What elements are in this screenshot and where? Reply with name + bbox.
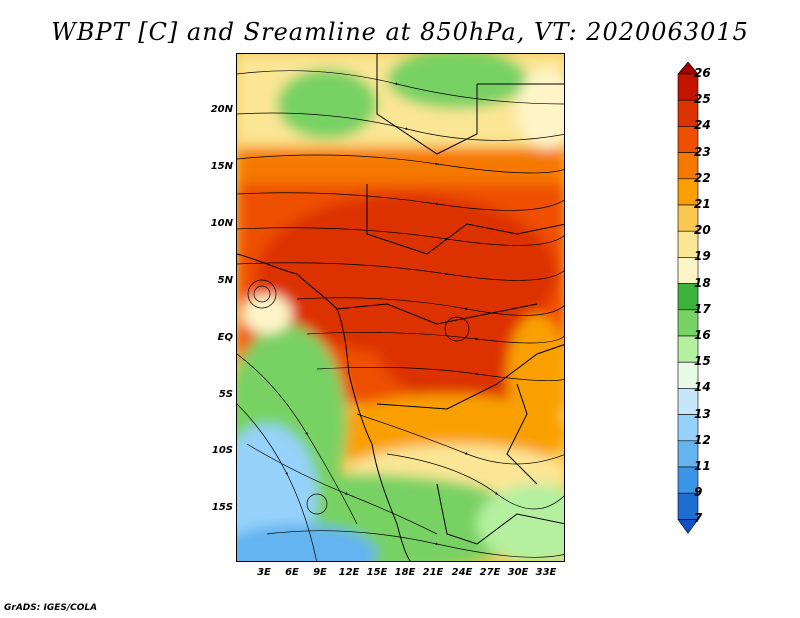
colorbar-tick-label: 23	[694, 144, 711, 159]
colorbar-tick-label: 13	[694, 406, 711, 421]
colorbar-tick-label: 14	[694, 380, 711, 395]
wbpt-field	[237, 54, 564, 561]
colorbar-tick-label: 22	[694, 170, 711, 185]
colorbar-tick-label: 7	[694, 511, 703, 526]
colorbar-tick-label: 24	[694, 118, 711, 133]
lon-tick-label: 33E	[535, 567, 557, 578]
colorbar-tick-label: 26	[694, 66, 711, 80]
colorbar-bottom-arrow	[677, 519, 699, 534]
colorbar-tick-label: 20	[694, 223, 711, 238]
lon-tick-label: 27E	[479, 567, 501, 578]
lat-tick-label: 5N	[217, 275, 233, 286]
lon-tick-label: 21E	[422, 567, 444, 578]
lat-tick-label: 15N	[210, 161, 233, 172]
map-title: WBPT [C] and Sreamline at 850hPa, VT: 20…	[51, 18, 749, 46]
colorbar-tick-label: 18	[694, 275, 711, 290]
lon-tick-label: 30E	[507, 567, 529, 578]
lon-tick-label: 15E	[366, 567, 388, 578]
lat-tick-label: 10S	[211, 445, 233, 456]
lon-tick-label: 6E	[285, 567, 299, 578]
lon-tick-label: 24E	[451, 567, 473, 578]
colorbar-tick-label: 21	[694, 197, 711, 211]
colorbar-tick-label: 11	[694, 459, 711, 473]
footer-credit: GrADS: IGES/COLA	[4, 603, 98, 613]
colorbar	[677, 62, 699, 534]
lon-tick-label: 3E	[257, 567, 271, 578]
lat-tick-label: 5S	[218, 389, 233, 400]
lat-tick-label: EQ	[217, 332, 233, 343]
colorbar-tick-label: 9	[694, 485, 703, 500]
lon-tick-label: 12E	[338, 567, 360, 578]
colorbar-tick-label: 15	[694, 354, 711, 369]
lat-tick-label: 10N	[210, 218, 233, 229]
map-panel	[236, 53, 565, 562]
lat-tick-label: 20N	[210, 104, 233, 115]
colorbar-tick-label: 12	[694, 432, 711, 447]
lon-tick-label: 18E	[394, 567, 416, 578]
colorbar-tick-label: 25	[694, 92, 711, 107]
colorbar-tick-label: 16	[694, 328, 711, 342]
lon-tick-label: 9E	[313, 567, 327, 578]
colorbar-tick-label: 19	[694, 249, 711, 264]
lat-tick-label: 15S	[211, 502, 233, 513]
colorbar-tick-label: 17	[694, 301, 711, 316]
